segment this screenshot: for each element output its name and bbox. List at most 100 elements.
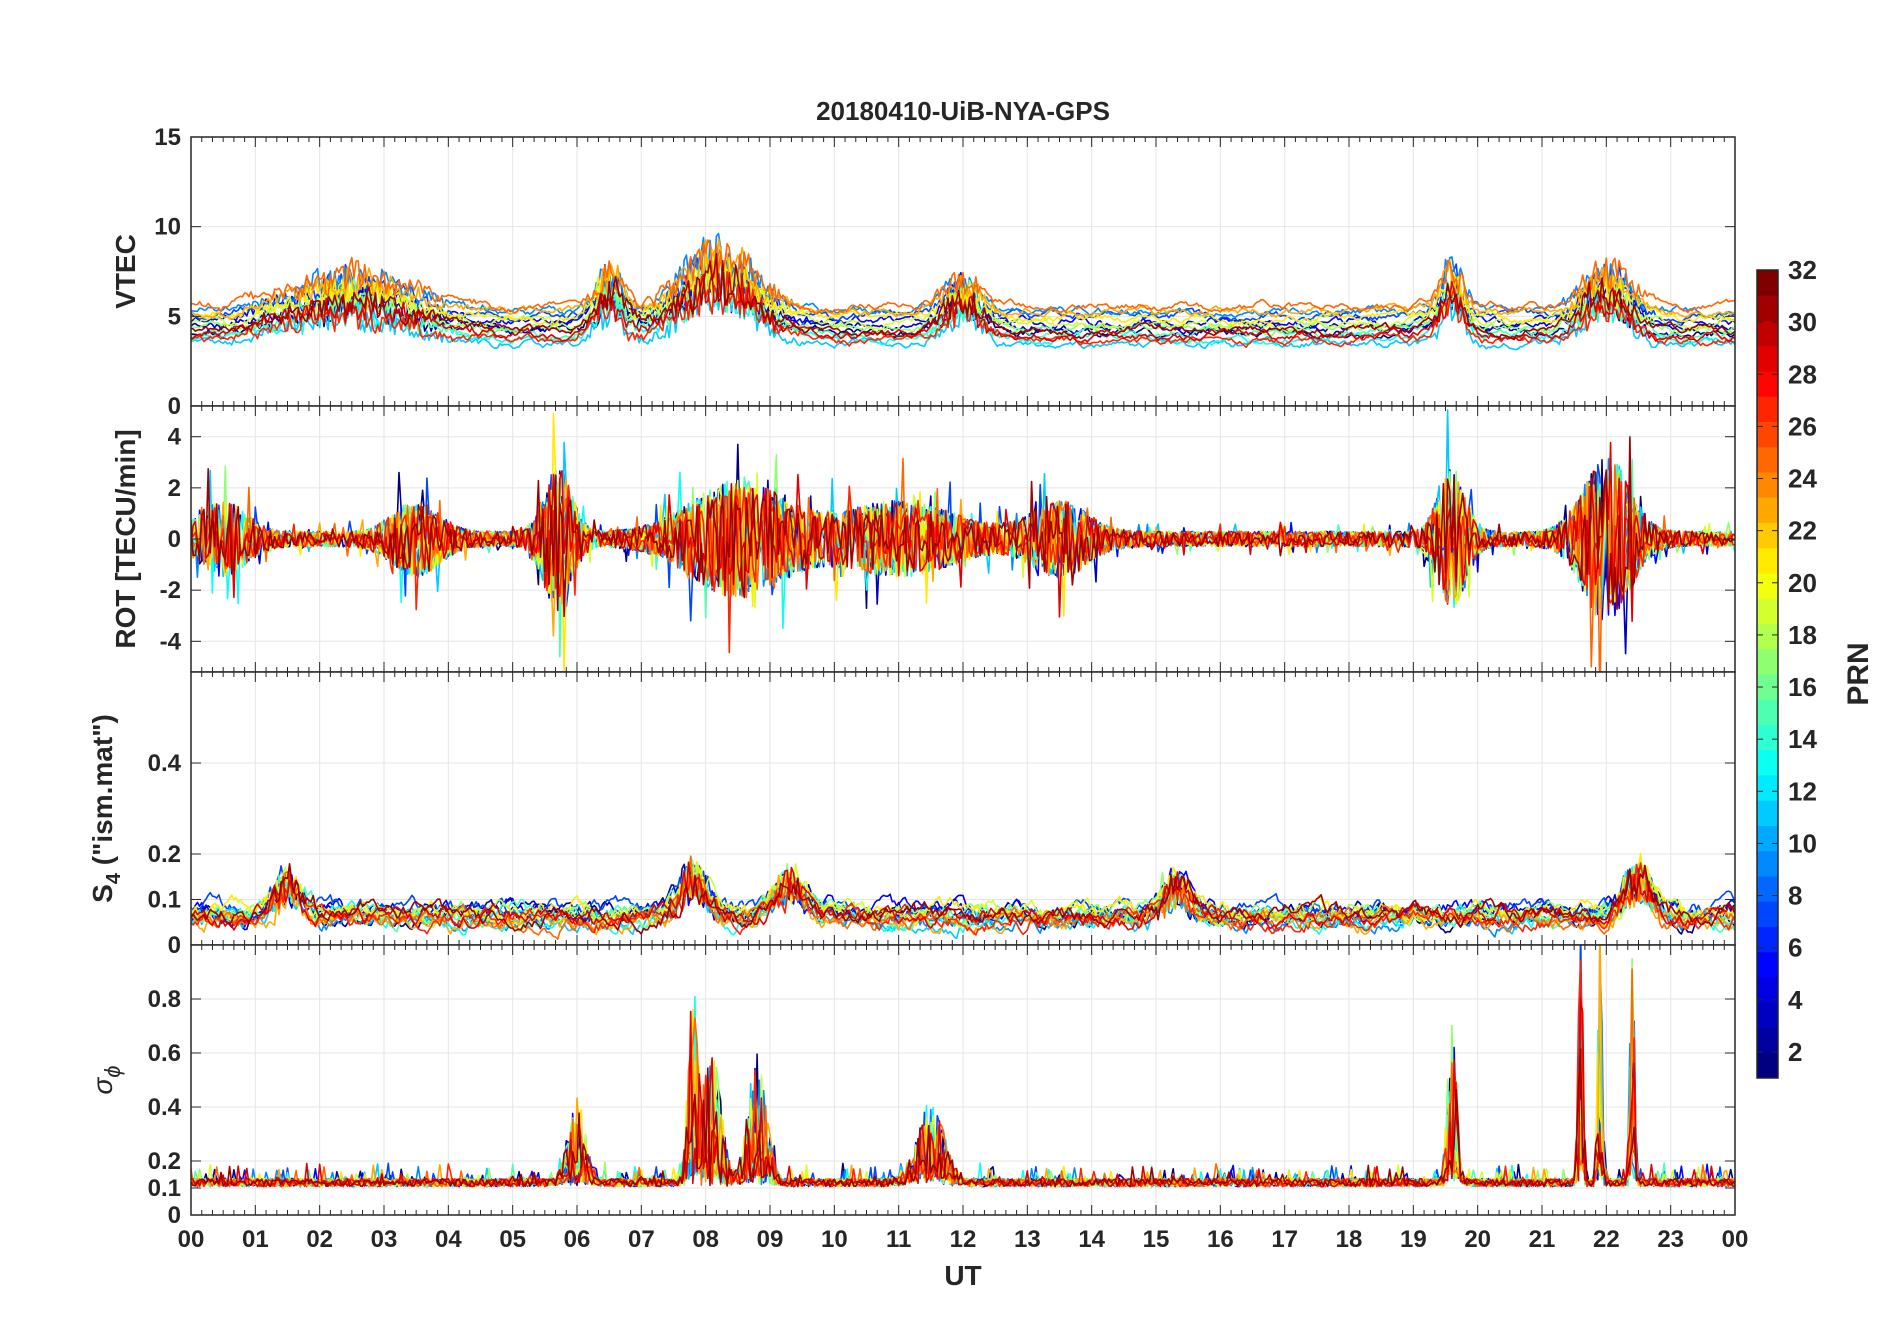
x-tick-label: 12: [950, 1226, 977, 1253]
colorbar-segment: [1757, 850, 1778, 877]
colorbar-segment: [1757, 1002, 1778, 1028]
x-tick-label: 04: [435, 1226, 462, 1253]
y-tick-label: 0.4: [148, 750, 182, 777]
x-tick-label: 03: [371, 1226, 398, 1253]
colorbar-tick-label: 22: [1788, 516, 1817, 546]
x-tick-label: 09: [757, 1226, 784, 1253]
series-group: [191, 852, 1735, 941]
y-tick-label: 0: [168, 526, 181, 553]
y-tick-label: 10: [154, 214, 181, 241]
x-tick-label: 14: [1078, 1226, 1105, 1253]
colorbar-segment: [1757, 598, 1778, 624]
x-tick-label: 06: [564, 1226, 591, 1253]
colorbar-tick-label: 20: [1788, 568, 1817, 598]
colorbar-segment: [1757, 1052, 1778, 1079]
colorbar-segment: [1757, 320, 1778, 347]
colorbar-tick-label: 2: [1788, 1037, 1802, 1067]
colorbar-segment: [1757, 749, 1778, 776]
colorbar-segment: [1757, 648, 1778, 675]
colorbar-segment: [1757, 472, 1778, 498]
colorbar-tick-label: 8: [1788, 881, 1802, 911]
colorbar-segment: [1757, 421, 1778, 448]
panel-sigma_phi: 00.10.2 0.4 0.6 0.8 σϕ 00 01 02 03 04 05 06 07 08 09 10…: [87, 944, 1749, 1291]
y-tick-label: 15: [154, 124, 181, 151]
y-tick-label: -4: [160, 628, 182, 655]
colorbar-segment: [1757, 699, 1778, 725]
x-axis-label: UT: [944, 1260, 981, 1291]
colorbar-segment: [1757, 446, 1778, 473]
y-axis-label: S4 ("ism.mat"): [87, 714, 125, 903]
colorbar-segment: [1757, 977, 1778, 1003]
series-prn-31: [191, 862, 1735, 935]
colorbar-segment: [1757, 270, 1778, 296]
colorbar-segment: [1757, 800, 1778, 826]
x-tick-label: 00: [1722, 1226, 1749, 1253]
x-tick-label: 23: [1657, 1226, 1684, 1253]
y-tick-label: 0.8: [148, 986, 181, 1013]
colorbar-tick-label: 28: [1788, 359, 1817, 389]
colorbar-label: PRN: [1842, 642, 1875, 705]
series-group: [191, 409, 1735, 672]
series-prn-31: [191, 1048, 1735, 1188]
colorbar-segment: [1757, 396, 1778, 422]
colorbar-tick-label: 30: [1788, 307, 1817, 337]
colorbar-segment: [1757, 926, 1778, 953]
series-prn-27: [191, 862, 1735, 936]
panel-vtec: 0 5 10 15 VTEC: [110, 124, 1736, 420]
colorbar-tick-label: 6: [1788, 933, 1802, 963]
y-tick-label: -2: [160, 577, 181, 604]
y-tick-label: 0.2: [148, 841, 181, 868]
colorbar-tick-label: 4: [1788, 985, 1803, 1015]
y-tick-label: 2: [168, 475, 181, 502]
panel-rot: -4 -2 0 2 4 ROT [TECU/min]: [110, 405, 1736, 673]
series-group: [191, 232, 1735, 351]
x-tick-label: 17: [1271, 1226, 1298, 1253]
colorbar-segment: [1757, 876, 1778, 902]
y-tick-label: 4: [168, 424, 182, 451]
colorbar-tick-label: 16: [1788, 672, 1817, 702]
x-tick-label: 07: [628, 1226, 655, 1253]
colorbar-tick-label: 18: [1788, 620, 1817, 650]
series-prn-23: [191, 238, 1735, 320]
y-tick-label: 0.2: [148, 1148, 181, 1175]
series-prn-29: [191, 861, 1735, 931]
colorbar-segment: [1757, 295, 1778, 321]
y-tick-label: 0.6: [148, 1040, 181, 1067]
series-prn-29: [191, 441, 1735, 623]
colorbar-segment: [1757, 724, 1778, 751]
colorbar-segment: [1757, 547, 1778, 574]
x-tick-label: 05: [499, 1226, 526, 1253]
colorbar-segment: [1757, 1027, 1778, 1054]
x-tick-label: 08: [692, 1226, 719, 1253]
colorbar-segment: [1757, 371, 1778, 397]
x-tick-label: 15: [1143, 1226, 1170, 1253]
colorbar-frame: [1756, 269, 1779, 1079]
y-tick-label: 5: [168, 303, 181, 330]
colorbar-segment: [1757, 573, 1778, 599]
colorbar-segment: [1757, 775, 1778, 801]
series-group: [191, 945, 1735, 1188]
x-tick-label: 13: [1014, 1226, 1041, 1253]
x-tick-label: 11: [886, 1226, 911, 1253]
figure-title: 20180410-UiB-NYA-GPS: [816, 96, 1110, 126]
series-prn-31: [191, 253, 1735, 341]
colorbar-segment: [1757, 497, 1778, 523]
y-tick-label: 0: [168, 1202, 181, 1229]
colorbar-tick-label: 24: [1788, 464, 1817, 494]
colorbar-tick-label: 32: [1788, 255, 1817, 285]
colorbar-segment: [1757, 674, 1778, 700]
colorbar-segment: [1757, 623, 1778, 650]
y-tick-label: 0: [168, 393, 181, 420]
colorbar-tick-label: 12: [1788, 776, 1817, 806]
x-tick-label: 00: [178, 1226, 205, 1253]
x-tick-label: 16: [1207, 1226, 1234, 1253]
y-tick-label: 0: [168, 932, 181, 959]
colorbar-segment: [1757, 951, 1778, 978]
series-prn-25: [191, 239, 1735, 315]
y-tick-label: 0.4: [148, 1094, 182, 1121]
series-prn-23: [191, 945, 1735, 1188]
y-axis-label: VTEC: [110, 234, 141, 309]
y-tick-label: 0.1: [148, 1175, 181, 1202]
